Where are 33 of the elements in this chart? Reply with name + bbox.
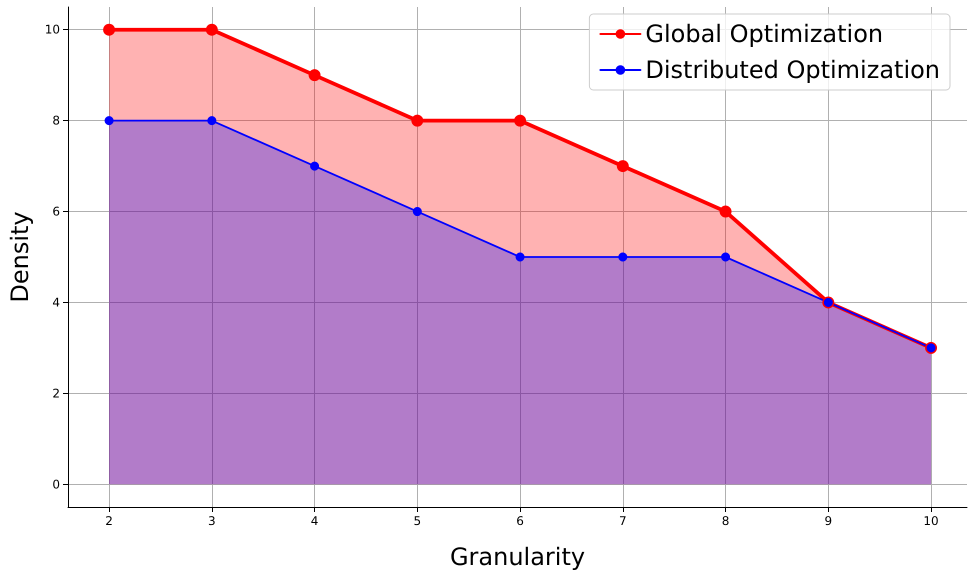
x-tick-label: 7 bbox=[618, 514, 627, 528]
y-axis-title: Density bbox=[6, 211, 34, 303]
y-tick-label: 6 bbox=[52, 204, 60, 219]
x-tick-label: 3 bbox=[208, 514, 216, 528]
point bbox=[616, 160, 629, 172]
point bbox=[411, 114, 424, 127]
y-tick-label: 8 bbox=[52, 114, 60, 128]
y-tick-label: 4 bbox=[52, 295, 60, 310]
x-tick-label: 9 bbox=[824, 514, 832, 528]
point bbox=[103, 24, 116, 36]
point bbox=[310, 162, 320, 171]
y-tick-label: 10 bbox=[44, 22, 60, 37]
x-tick-label: 8 bbox=[722, 514, 730, 528]
point bbox=[516, 252, 525, 262]
point bbox=[206, 24, 218, 36]
x-tick-label: 2 bbox=[105, 514, 113, 528]
legend-label: Distributed Optimization bbox=[645, 56, 940, 84]
point bbox=[207, 116, 216, 126]
point bbox=[721, 252, 730, 262]
point bbox=[514, 114, 526, 127]
x-axis-title: Granularity bbox=[450, 543, 586, 571]
x-tick-label: 6 bbox=[516, 514, 524, 528]
point bbox=[720, 206, 732, 218]
point bbox=[412, 207, 422, 216]
point bbox=[618, 252, 628, 262]
point bbox=[308, 69, 321, 82]
x-tick-label: 5 bbox=[414, 514, 422, 528]
x-tick-label: 4 bbox=[310, 514, 318, 528]
point bbox=[104, 116, 114, 126]
y-tick-label: 2 bbox=[52, 386, 60, 400]
y-tick-label: 0 bbox=[52, 477, 60, 492]
x-tick-label: 10 bbox=[923, 514, 939, 528]
legend-label: Global Optimization bbox=[645, 20, 884, 48]
